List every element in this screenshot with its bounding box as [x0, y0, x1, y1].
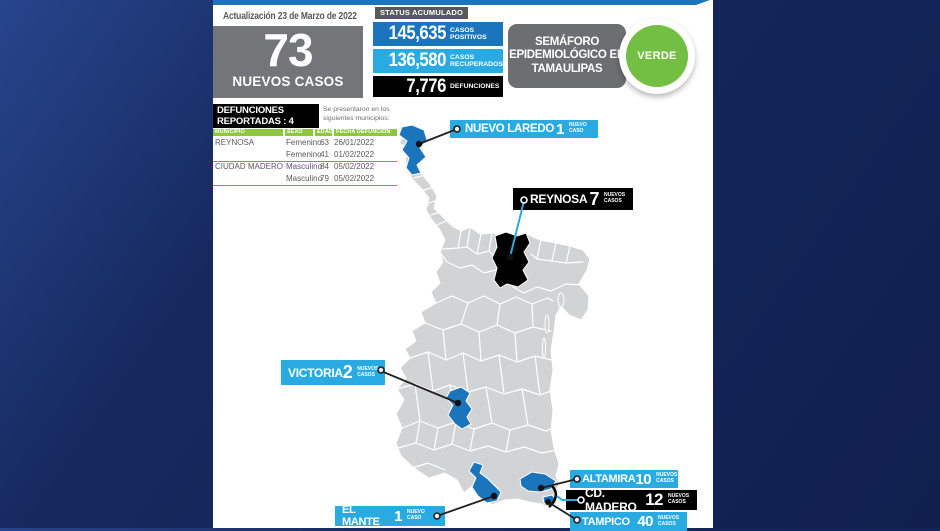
municipality-name: EL MANTE: [342, 504, 380, 528]
new-cases-label: NUEVOS CASOS: [232, 74, 344, 89]
case-unit: NUEVOS CASOS: [357, 365, 379, 378]
col-fecha: FECHA DEFUNCIÓN: [334, 129, 397, 136]
col-edad: EDAD: [315, 129, 333, 136]
cell-edad: 79: [320, 173, 329, 183]
cell-sexo: Masculino: [286, 173, 323, 183]
case-unit: NUEVOS CASOS: [656, 472, 678, 484]
stat-casos-positivos: 145,635 CASOS POSITIVOS: [373, 22, 503, 46]
stat-value: 136,580: [388, 50, 447, 71]
status-panel: STATUS ACUMULADO 145,635 CASOS POSITIVOS…: [373, 7, 503, 97]
cell-edad: 84: [320, 162, 329, 171]
semaforo-status-badge: VERDE: [626, 25, 688, 87]
case-unit: NUEVOS CASOS: [668, 493, 690, 505]
deaths-header: DEFUNCIONES REPORTADAS : 4: [213, 104, 319, 128]
case-unit: NUEVOS CASOS: [604, 192, 626, 204]
map-label-nuevo-laredo: NUEVO LAREDO 1 NUEVO CASO: [450, 120, 598, 138]
stat-value: 145,635: [388, 23, 447, 44]
cell-sexo: Masculino: [286, 162, 323, 171]
deaths-table: MUNICIPIO SEXO EDAD FECHA DEFUNCIÓN REYN…: [213, 129, 397, 186]
municipality-name: VICTORIA: [288, 365, 343, 380]
municipality-name: TAMPICO: [582, 515, 630, 528]
cell-sexo: Femenino: [286, 149, 322, 159]
new-cases-box: 73 NUEVOS CASOS: [213, 26, 363, 98]
map-label-cd-madero: CD. MADERO 12 NUEVOS CASOS: [566, 486, 697, 514]
case-unit: NUEVO CASO: [407, 509, 425, 521]
status-header: STATUS ACUMULADO: [375, 7, 468, 19]
col-sexo: SEXO: [285, 129, 313, 136]
case-count: 1: [394, 507, 402, 525]
municipality-name: NUEVO LAREDO: [465, 123, 555, 135]
municipality-name: CD. MADERO: [585, 486, 637, 514]
table-row: Masculino 79 05/02/2022: [213, 173, 397, 186]
municipality-name: ALTAMIRA: [582, 473, 636, 485]
cell-fecha: 05/02/2022: [334, 173, 375, 183]
cell-edad: 41: [320, 149, 329, 159]
stat-casos-recuperados: 136,580 CASOS RECUPERADOS: [373, 49, 503, 73]
case-count: 12: [645, 490, 663, 509]
case-count: 10: [635, 470, 652, 488]
map-label-reynosa: REYNOSA 7 NUEVOS CASOS: [513, 188, 633, 210]
map-label-tampico: TAMPICO 40 NUEVOS CASOS: [570, 512, 687, 531]
content-card: Actualización 23 de Marzo de 2022 73 NUE…: [213, 0, 713, 528]
deaths-table-header: MUNICIPIO SEXO EDAD FECHA DEFUNCIÓN: [213, 129, 397, 138]
cell-fecha: 01/02/2022: [334, 149, 375, 159]
cell-fecha: 26/01/2022: [334, 138, 375, 147]
cell-sexo: Femenino: [286, 138, 322, 147]
case-unit: NUEVOS CASOS: [658, 514, 680, 527]
stat-defunciones: 7,776 DEFUNCIONES: [373, 76, 503, 97]
stat-value: 7,776: [406, 75, 446, 97]
table-row: Femenino 41 01/02/2022: [213, 149, 397, 162]
map-label-victoria: VICTORIA 2 NUEVOS CASOS: [281, 360, 385, 385]
table-row: REYNOSA Femenino 63 26/01/2022: [213, 138, 397, 150]
case-unit: NUEVO CASO: [569, 122, 587, 134]
cell-municipio: CIUDAD MADERO: [215, 162, 284, 171]
case-count: 1: [556, 120, 564, 138]
map-label-altamira: ALTAMIRA 10 NUEVOS CASOS: [570, 470, 678, 488]
case-count: 2: [342, 362, 353, 382]
municipality-name: REYNOSA: [530, 192, 588, 206]
stat-label: DEFUNCIONES: [450, 82, 500, 90]
top-accent-strip: [213, 0, 710, 5]
table-row: CIUDAD MADERO Masculino 84 05/02/2022: [213, 162, 397, 174]
cell-fecha: 05/02/2022: [334, 162, 375, 171]
map-label-el-mante: EL MANTE 1 NUEVO CASO: [335, 504, 445, 528]
semaforo-ring: VERDE: [619, 18, 695, 94]
col-municipio: MUNICIPIO: [213, 129, 283, 136]
stat-label: CASOS POSITIVOS: [450, 26, 487, 41]
stat-label: CASOS RECUPERADOS: [450, 53, 503, 68]
deaths-title2: REPORTADAS : 4: [217, 116, 294, 128]
case-count: 40: [637, 513, 653, 530]
case-count: 7: [589, 188, 599, 209]
cell-edad: 63: [320, 138, 329, 147]
deaths-title: DEFUNCIONES: [217, 105, 284, 116]
cell-municipio: REYNOSA: [215, 138, 255, 147]
update-date: Actualización 23 de Marzo de 2022: [223, 11, 357, 22]
new-cases-value: 73: [263, 24, 313, 76]
semaforo-box: SEMÁFORO EPIDEMIOLÓGICO EN TAMAULIPAS: [508, 24, 626, 88]
deaths-subtitle: Se presentaron en los siguientes municip…: [323, 106, 390, 122]
semaforo-title: SEMÁFORO EPIDEMIOLÓGICO EN TAMAULIPAS: [509, 35, 625, 75]
